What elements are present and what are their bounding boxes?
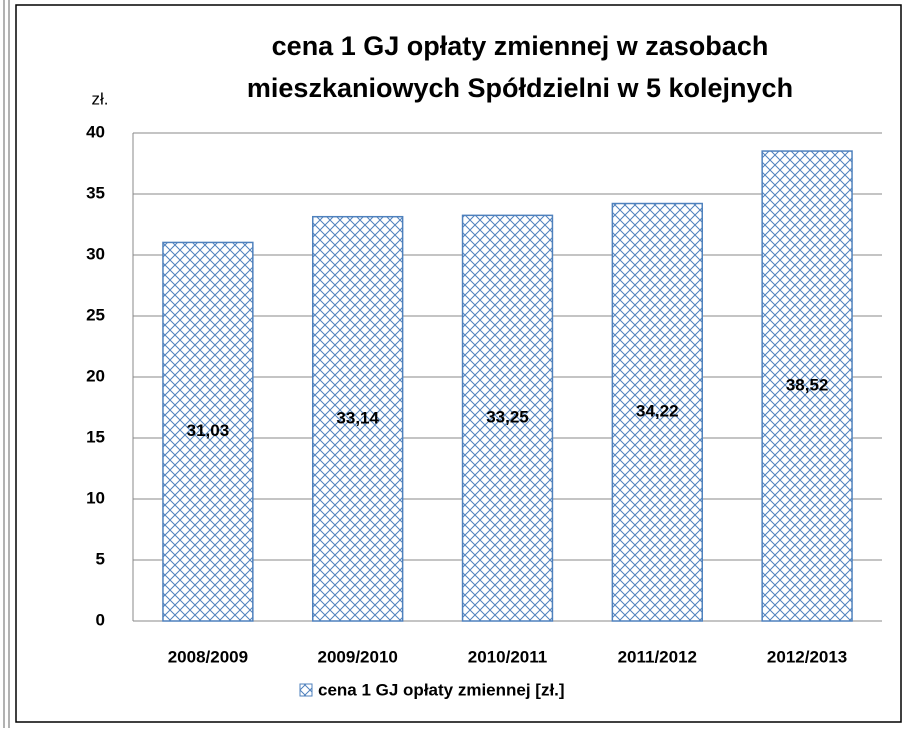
- bar: [461, 214, 554, 622]
- y-tick-label: 20: [86, 366, 105, 385]
- bar: [312, 215, 404, 622]
- y-tick-label: 5: [96, 549, 105, 568]
- bar: [761, 150, 853, 622]
- x-tick-label: 2011/2012: [618, 647, 697, 666]
- chart-title: mieszkaniowych Spółdzielni w 5 kolejnych: [247, 73, 793, 103]
- legend-label: cena 1 GJ opłaty zmiennej [zł.]: [318, 680, 565, 699]
- data-label: 31,03: [187, 421, 230, 440]
- x-tick-label: 2008/2009: [168, 647, 248, 666]
- y-tick-label: 35: [86, 183, 105, 202]
- y-axis-label: zł.: [92, 89, 109, 108]
- bar: [162, 241, 254, 622]
- data-label: 38,52: [786, 376, 829, 395]
- y-tick-label: 30: [86, 244, 105, 263]
- legend-swatch: [299, 683, 313, 697]
- x-tick-label: 2010/2011: [468, 647, 547, 666]
- chart-border: [15, 4, 902, 723]
- y-tick-label: 10: [86, 488, 105, 507]
- y-tick-label: 0: [96, 610, 105, 629]
- chart-title: cena 1 GJ opłaty zmiennej w zasobach: [272, 31, 769, 61]
- y-tick-label: 25: [86, 305, 105, 324]
- data-label: 33,25: [486, 408, 529, 427]
- bar: [611, 202, 703, 622]
- x-tick-label: 2012/2013: [767, 647, 847, 666]
- y-tick-label: 15: [86, 427, 105, 446]
- data-label: 34,22: [636, 402, 679, 421]
- data-label: 33,14: [336, 408, 379, 427]
- x-tick-label: 2009/2010: [318, 647, 398, 666]
- y-tick-label: 40: [86, 122, 105, 141]
